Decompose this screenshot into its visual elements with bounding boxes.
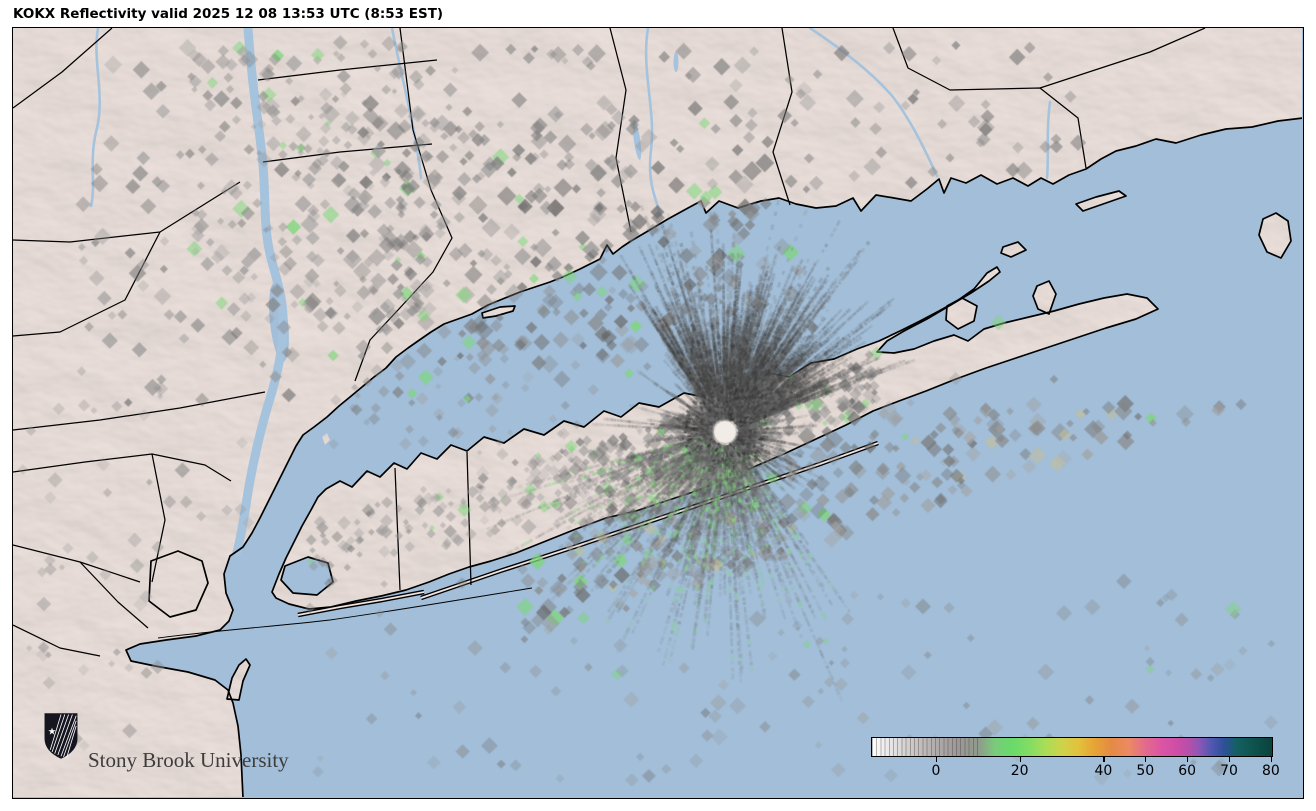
colorbar-tick-labels: 0 20 40 50 60 70 80 [871,763,1279,783]
stony-brook-shield-icon: ★ [44,713,78,759]
colorbar-tick-label: 0 [931,763,941,779]
colorbar-segment-lines [872,738,978,756]
colorbar-tick [1019,757,1021,762]
stony-brook-logo: ★ Stony Brook University School of Marin… [42,708,289,811]
colorbar-ticks [871,757,1273,763]
reflectivity-colorbar: 0 20 40 50 60 70 80 [871,737,1280,789]
colorbar-tick [1229,757,1231,762]
logo-line-1: Stony Brook University [88,748,289,772]
stony-brook-logo-text: Stony Brook University School of Marine … [88,708,289,811]
radar-clutter-canvas [13,28,1302,797]
colorbar-tick-label: 80 [1261,763,1280,779]
colorbar-tick-label: 70 [1220,763,1238,779]
colorbar-tick [1145,757,1147,762]
colorbar-tick-label: 50 [1136,763,1155,779]
colorbar-tick [1270,757,1273,762]
colorbar-tick [1103,757,1105,762]
map-title: KOKX Reflectivity valid 2025 12 08 13:53… [13,6,444,22]
colorbar-tick [935,757,938,762]
colorbar-gradient [871,737,1273,757]
colorbar-tick-label: 20 [1010,763,1029,779]
colorbar-tick [1187,757,1189,762]
colorbar-tick-label: 60 [1178,763,1197,779]
svg-text:★: ★ [48,727,57,738]
colorbar-tick-label: 40 [1094,763,1113,779]
